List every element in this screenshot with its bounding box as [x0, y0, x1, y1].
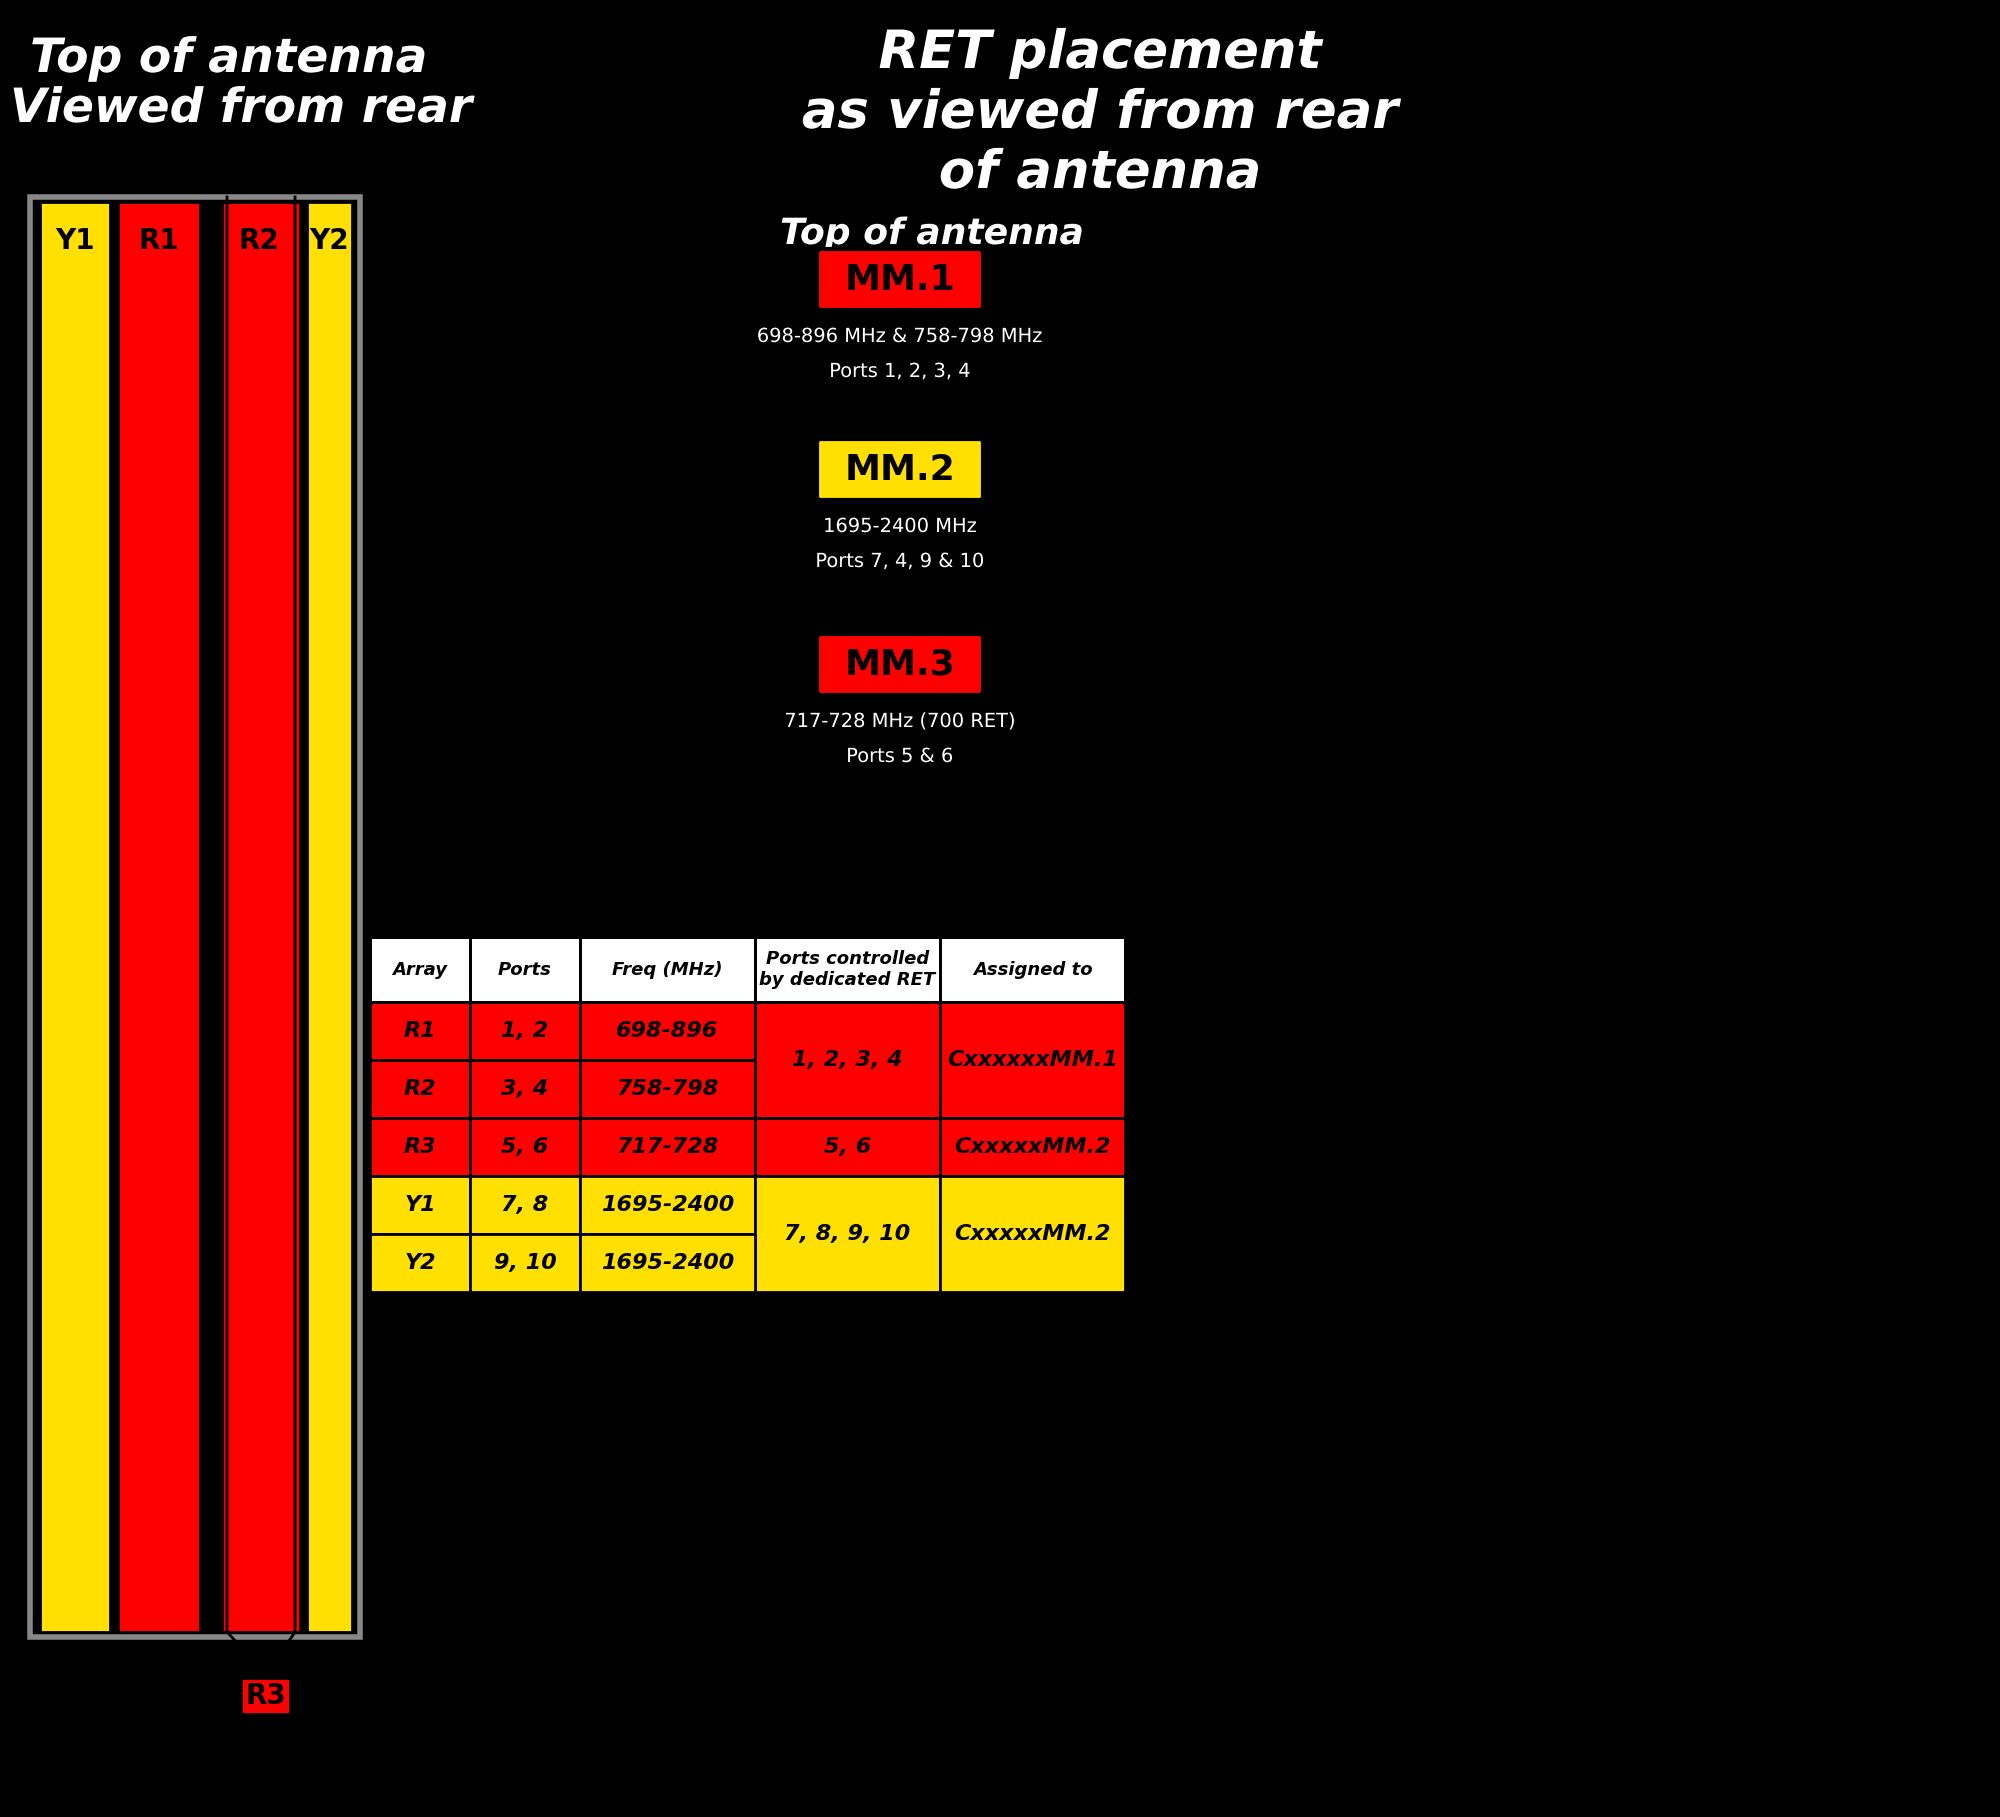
Text: CxxxxxMM.2: CxxxxxMM.2 — [954, 1137, 1110, 1157]
Bar — [756, 1117, 940, 1176]
Text: 9, 10: 9, 10 — [494, 1254, 556, 1274]
Text: 5, 6: 5, 6 — [502, 1137, 548, 1157]
FancyBboxPatch shape — [818, 249, 984, 311]
Text: 717-728 MHz (700 RET): 717-728 MHz (700 RET) — [784, 712, 1016, 730]
Bar — [470, 1001, 580, 1059]
Bar — [370, 1117, 470, 1176]
Text: R1: R1 — [404, 1021, 436, 1041]
Text: MM.3: MM.3 — [844, 647, 956, 681]
Text: Ports 7, 4, 9 & 10: Ports 7, 4, 9 & 10 — [816, 552, 984, 571]
Bar — [756, 1176, 940, 1234]
Text: 1, 2: 1, 2 — [502, 1021, 548, 1041]
Bar — [940, 1001, 1124, 1117]
Bar — [470, 1234, 580, 1292]
Bar — [580, 938, 756, 1001]
FancyBboxPatch shape — [818, 634, 984, 694]
Text: Ports controlled
by dedicated RET: Ports controlled by dedicated RET — [760, 950, 936, 988]
Text: Y1: Y1 — [404, 1196, 436, 1216]
Text: R3: R3 — [404, 1137, 436, 1157]
Bar — [470, 938, 580, 1001]
Bar — [940, 1001, 1124, 1059]
Bar — [370, 938, 470, 1001]
Text: Assigned to: Assigned to — [972, 961, 1092, 979]
Bar — [370, 1234, 470, 1292]
Text: CxxxxxxMM.1: CxxxxxxMM.1 — [948, 1050, 1118, 1070]
Bar — [580, 1234, 756, 1292]
Bar — [940, 1176, 1124, 1234]
Text: R2: R2 — [238, 227, 280, 254]
Text: CxxxxxMM.2: CxxxxxMM.2 — [954, 1225, 1110, 1245]
Text: 7, 8, 9, 10: 7, 8, 9, 10 — [784, 1225, 910, 1245]
Text: Array: Array — [392, 961, 448, 979]
Text: 1695-2400: 1695-2400 — [600, 1254, 734, 1274]
Text: 717-728: 717-728 — [616, 1137, 718, 1157]
Text: Y2: Y2 — [310, 227, 350, 254]
Text: Ports: Ports — [498, 961, 552, 979]
Text: 7, 8: 7, 8 — [502, 1196, 548, 1216]
Bar — [756, 1117, 940, 1176]
Bar — [308, 202, 352, 1632]
Bar — [222, 202, 300, 1632]
Bar — [470, 1117, 580, 1176]
Bar — [756, 1176, 940, 1292]
FancyBboxPatch shape — [818, 440, 984, 500]
Bar — [470, 1059, 580, 1117]
Bar — [30, 196, 360, 1637]
Bar — [118, 202, 200, 1632]
Bar — [580, 1117, 756, 1176]
Bar — [370, 1001, 470, 1059]
Text: R3: R3 — [244, 1683, 286, 1710]
Bar — [370, 1059, 470, 1117]
Bar — [470, 1176, 580, 1234]
Text: R2: R2 — [404, 1079, 436, 1099]
Bar — [756, 1001, 940, 1059]
Text: 1, 2, 3, 4: 1, 2, 3, 4 — [792, 1050, 902, 1070]
Text: Top of antenna: Top of antenna — [780, 216, 1084, 251]
Bar — [756, 1001, 940, 1117]
Text: MM.1: MM.1 — [844, 262, 956, 296]
Text: 698-896: 698-896 — [616, 1021, 718, 1041]
Text: Ports 5 & 6: Ports 5 & 6 — [846, 747, 954, 767]
Bar — [40, 202, 110, 1632]
Text: Top of antenna: Top of antenna — [30, 36, 428, 82]
Text: 698-896 MHz & 758-798 MHz: 698-896 MHz & 758-798 MHz — [756, 327, 1044, 345]
Bar — [370, 1176, 470, 1234]
Bar — [370, 938, 1124, 1001]
Bar — [580, 1059, 756, 1117]
Bar — [580, 1176, 756, 1234]
Bar — [940, 1176, 1124, 1292]
Text: Y1: Y1 — [56, 227, 94, 254]
Text: 1695-2400: 1695-2400 — [600, 1196, 734, 1216]
Bar — [756, 938, 940, 1001]
Text: Y2: Y2 — [404, 1254, 436, 1274]
Text: RET placement: RET placement — [878, 27, 1322, 78]
Text: Ports 1, 2, 3, 4: Ports 1, 2, 3, 4 — [830, 362, 970, 382]
Text: 758-798: 758-798 — [616, 1079, 718, 1099]
Bar — [940, 938, 1124, 1001]
Text: 1695-2400 MHz: 1695-2400 MHz — [824, 518, 976, 536]
Bar — [580, 1001, 756, 1059]
Text: Viewed from rear: Viewed from rear — [10, 87, 472, 133]
Bar — [940, 1117, 1124, 1176]
Text: MM.2: MM.2 — [844, 452, 956, 487]
Bar — [940, 1117, 1124, 1176]
Text: R1: R1 — [138, 227, 180, 254]
Text: of antenna: of antenna — [938, 147, 1262, 200]
Text: Freq (MHz): Freq (MHz) — [612, 961, 722, 979]
Text: 5, 6: 5, 6 — [824, 1137, 872, 1157]
Text: as viewed from rear: as viewed from rear — [802, 87, 1398, 138]
Text: 3, 4: 3, 4 — [502, 1079, 548, 1099]
